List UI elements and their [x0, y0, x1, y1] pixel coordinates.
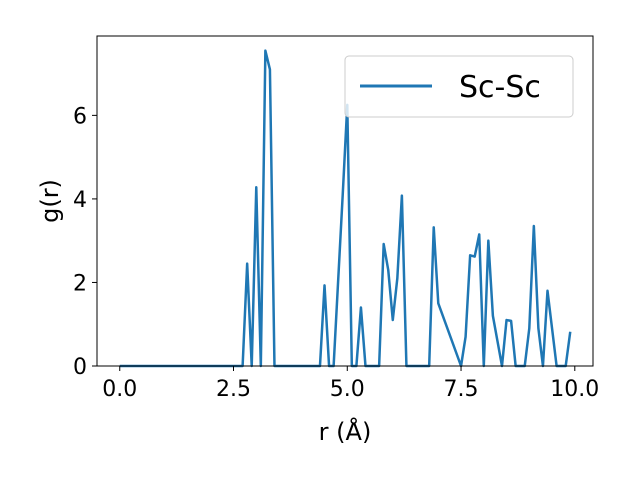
y-axis-label: g(r) [36, 179, 64, 223]
plot-frame [96, 35, 594, 367]
x-tick-label: 0.0 [102, 377, 137, 402]
x-tick-label: 10.0 [550, 377, 599, 402]
legend: Sc-Sc [344, 55, 574, 118]
x-tick-label: 2.5 [216, 377, 251, 402]
y-ticks: 0 2 4 6 [73, 104, 97, 380]
legend-label-sc-sc: Sc-Sc [459, 70, 541, 105]
y-tick-label: 2 [73, 271, 87, 296]
y-tick-label: 6 [73, 104, 87, 129]
x-axis-label: r (Å) [319, 417, 372, 446]
legend-box [344, 55, 574, 118]
y-tick-label: 0 [73, 355, 87, 380]
x-tick-label: 7.5 [444, 377, 479, 402]
y-tick-label: 4 [73, 188, 87, 213]
x-tick-label: 5.0 [330, 377, 365, 402]
x-ticks: 0.0 2.5 5.0 7.5 10.0 [102, 366, 599, 402]
